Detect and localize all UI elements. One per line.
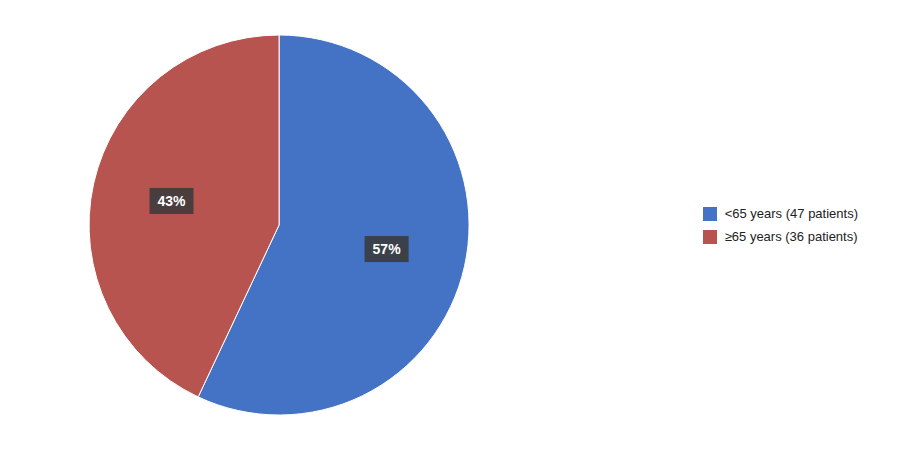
svg-text:57%: 57% <box>373 241 402 257</box>
html-text:≥65 years (36 patients): ≥65 years (36 patients) <box>724 229 858 244</box>
svg-text:43%: 43% <box>157 193 186 209</box>
html-text:<65 years (47 patients): <65 years (47 patients) <box>724 206 858 221</box>
